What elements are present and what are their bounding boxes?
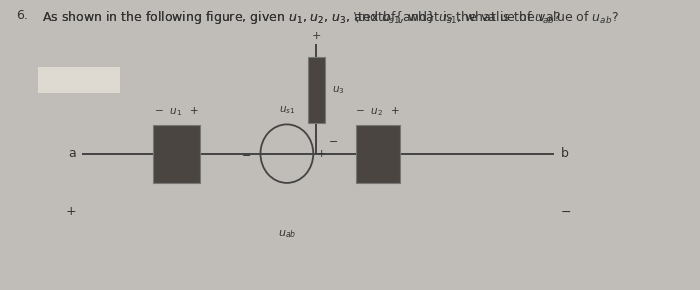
- Text: $-$: $-$: [241, 149, 251, 159]
- Text: As shown in the following figure, given $u_1$, $u_2$, $u_3$, \textbf{and} $u_{s1: As shown in the following figure, given …: [41, 9, 619, 26]
- Text: $-$: $-$: [328, 135, 339, 145]
- Text: 6.: 6.: [16, 9, 28, 22]
- Text: $+$: $+$: [312, 30, 321, 41]
- Bar: [356, 125, 400, 182]
- Text: $+$: $+$: [316, 148, 327, 159]
- Text: As shown in the following figure, given $u_1$, $u_2$, $u_3$, and $u_{s1}$, what : As shown in the following figure, given …: [41, 9, 561, 26]
- Bar: [38, 67, 120, 93]
- Bar: [307, 57, 326, 123]
- Text: $u_{ab}$: $u_{ab}$: [278, 229, 296, 240]
- Text: a: a: [69, 147, 76, 160]
- Text: $+$: $+$: [65, 205, 76, 218]
- Text: $u_3$: $u_3$: [332, 84, 344, 96]
- Bar: [153, 125, 200, 182]
- Text: $u_{s1}$: $u_{s1}$: [279, 104, 295, 116]
- Text: $-$: $-$: [561, 205, 572, 218]
- Text: $-\ \ u_2\ \ +$: $-\ \ u_2\ \ +$: [356, 105, 400, 117]
- Text: $-\ \ u_1\ \ +$: $-\ \ u_1\ \ +$: [154, 105, 199, 117]
- Text: b: b: [561, 147, 568, 160]
